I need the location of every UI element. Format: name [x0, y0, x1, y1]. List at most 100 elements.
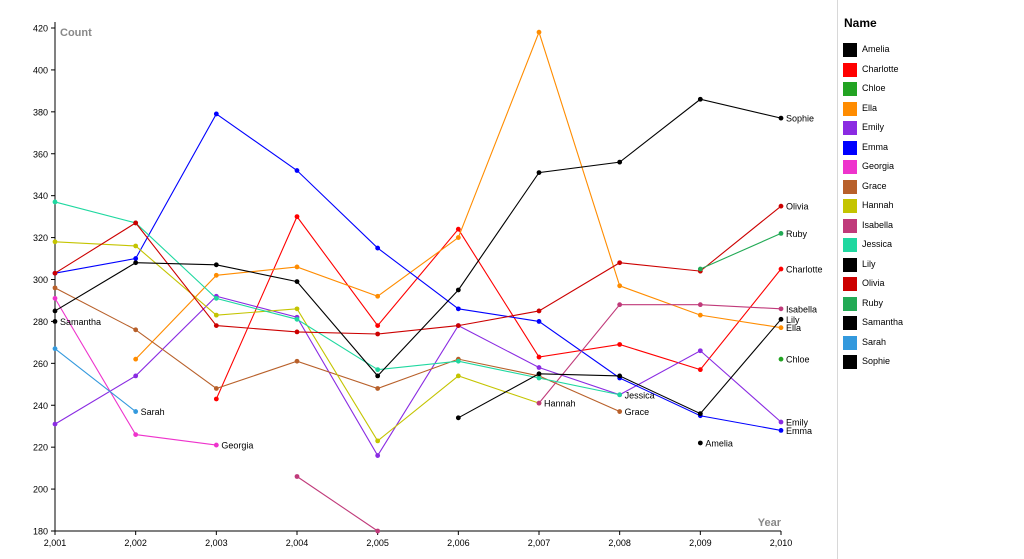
data-point-lily	[455, 415, 461, 421]
data-point-olivia	[536, 308, 542, 314]
data-point-olivia	[455, 323, 461, 329]
legend-swatch	[843, 277, 857, 291]
y-axis-title: Count	[60, 27, 92, 39]
series-end-label: Ella	[786, 323, 801, 333]
data-point-isabella	[697, 302, 703, 308]
data-point-emily	[536, 365, 542, 370]
data-point-lily	[778, 316, 784, 322]
data-point-georgia	[52, 295, 58, 301]
y-tick-label: 360	[33, 149, 48, 159]
legend-swatch	[843, 43, 857, 57]
legend-label: Samantha	[862, 317, 904, 327]
data-point-ella	[778, 325, 784, 331]
data-point-jessica	[375, 367, 381, 373]
data-point-olivia	[778, 203, 784, 209]
data-point-grace	[294, 358, 300, 364]
data-point-ruby	[697, 266, 703, 272]
legend-swatch	[843, 160, 857, 174]
y-tick-label: 280	[33, 317, 48, 327]
legend-title: Name	[844, 16, 877, 30]
chart-panel: 180 200 220 240 260 280 300 320 340 360 380 400 420 2…	[33, 22, 823, 548]
data-point-charlotte	[536, 354, 542, 360]
data-point-hannah	[375, 438, 381, 444]
data-point-emma	[536, 319, 542, 324]
data-point-hannah	[294, 306, 300, 312]
data-point-sophie	[455, 287, 461, 293]
x-tick-label: 2,002	[124, 538, 147, 548]
data-point-ella	[455, 235, 461, 240]
series-end-label: Olivia	[786, 202, 809, 212]
x-tick-label: 2,006	[447, 538, 470, 548]
series-end-label: Lily	[786, 315, 800, 325]
data-point-sophie	[294, 279, 300, 284]
x-tick-label: 2,004	[286, 538, 309, 548]
data-point-sarah	[133, 409, 139, 414]
data-point-charlotte	[375, 323, 381, 329]
data-point-isabella	[778, 306, 784, 312]
series-line-jessica	[54, 201, 620, 396]
data-point-lily	[617, 373, 623, 379]
y-tick-label: 320	[33, 233, 48, 243]
data-point-isabella	[536, 400, 542, 406]
series-end-label: Hannah	[544, 399, 576, 409]
data-point-sophie	[213, 262, 219, 268]
data-point-ella	[617, 283, 623, 289]
data-point-jessica	[294, 316, 300, 322]
data-point-emma	[375, 245, 381, 251]
legend-label: Grace	[862, 180, 887, 191]
data-point-georgia	[213, 442, 219, 448]
data-point-emily	[778, 419, 784, 425]
legend-swatch	[843, 140, 857, 155]
data-point-chloe	[778, 356, 784, 362]
series-end-label: Emma	[786, 426, 812, 436]
data-point-emily	[133, 373, 139, 379]
data-point-ella	[213, 272, 219, 278]
y-tick-label: 220	[33, 443, 48, 453]
data-point-ella	[294, 264, 300, 270]
series-end-label: Charlotte	[786, 265, 823, 275]
legend-label: Sophie	[862, 356, 891, 366]
data-point-emma	[778, 428, 784, 433]
data-point-jessica	[455, 358, 461, 364]
y-tick-label: 180	[33, 527, 48, 537]
data-point-olivia	[617, 260, 623, 266]
series-end-label: Jessica	[625, 390, 655, 400]
data-point-ella	[536, 29, 542, 35]
data-point-isabella	[617, 302, 623, 308]
data-point-ruby	[778, 230, 784, 236]
x-tick-label: 2,008	[608, 538, 631, 548]
legend-swatch	[843, 82, 857, 96]
legend-label: Emily	[862, 122, 884, 132]
series-line-isabella	[538, 304, 782, 404]
legend-label: Amelia	[862, 44, 890, 54]
legend-swatch	[843, 296, 857, 311]
series-line-lily	[458, 318, 782, 419]
x-tick-label: 2,009	[689, 538, 712, 548]
series-line-charlotte	[215, 215, 782, 400]
legend-label: Charlotte	[862, 63, 899, 74]
data-point-hannah	[52, 239, 58, 245]
line-chart: 180 200 220 240 260 280 300 320 340 360 380 400 420 2…	[33, 22, 823, 548]
legend-swatch	[843, 101, 857, 116]
series-line-emily	[54, 295, 782, 457]
data-point-emma	[294, 168, 300, 173]
series-end-label: Samantha	[60, 317, 101, 327]
data-point-jessica	[213, 295, 219, 301]
legend-swatch	[843, 121, 857, 135]
legend: Name Amelia Charlotte Chloe Ella Emily Emma Ge…	[837, 0, 1024, 559]
data-point-emily	[52, 421, 58, 427]
data-point-charlotte	[617, 342, 623, 347]
legend-swatch	[843, 238, 857, 252]
legend-label: Georgia	[862, 161, 895, 171]
series-line-hannah	[54, 241, 540, 442]
data-point-charlotte	[294, 214, 300, 220]
data-point-olivia	[375, 331, 381, 337]
series-line-sarah	[54, 348, 137, 412]
series-end-label: Grace	[625, 407, 650, 417]
legend-label: Isabella	[862, 219, 894, 230]
series-end-label: Emily	[786, 418, 808, 428]
data-point-hannah	[133, 243, 139, 249]
legend-swatch	[843, 355, 857, 369]
data-point-sophie	[697, 96, 703, 102]
legend-swatch	[843, 257, 857, 272]
